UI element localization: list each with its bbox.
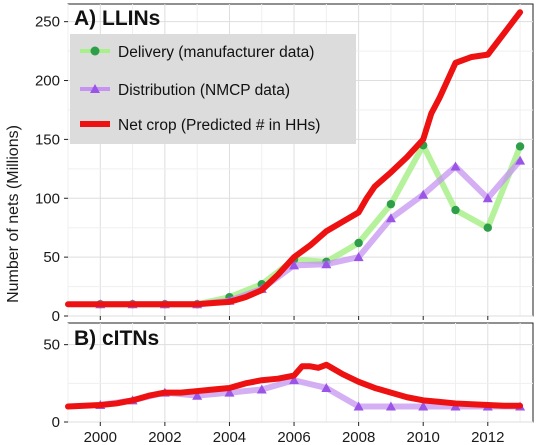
- panel-a-ytick-label: 200: [35, 73, 60, 90]
- legend-marker-distribution: [90, 84, 100, 93]
- panel-b-point-distribution: [289, 375, 300, 385]
- panel-b-series: [65, 361, 526, 411]
- panel-b-title: B) cITNs: [74, 327, 159, 350]
- panel-a-title: A) LLINs: [74, 7, 160, 30]
- panel-a-ticks: 0 50 100 150 200 250: [35, 14, 489, 325]
- panel-b-xtick-label: 2002: [148, 429, 181, 445]
- panel-b-point-distribution: [224, 387, 235, 397]
- legend-marker-delivery: [90, 46, 100, 56]
- panel-a-point-delivery: [483, 223, 492, 232]
- panel-b-point-distribution: [353, 401, 364, 411]
- panel-a-point-delivery: [515, 142, 525, 151]
- panel-a-point-distribution: [418, 189, 429, 199]
- legend: Delivery (manufacturer data) Distributio…: [70, 34, 356, 144]
- panel-b-point-distribution: [418, 401, 429, 411]
- panel-b-xtick-label: 2010: [407, 429, 440, 445]
- panel-a-point-distribution: [321, 259, 332, 269]
- panel-a: 0 50 100 150 200 250 A) LLINs Delivery (manuf…: [35, 3, 534, 325]
- panel-a-line-netcrop: [65, 9, 524, 308]
- panel-a-ytick-label: 0: [52, 308, 60, 325]
- panel-a-point-delivery: [354, 238, 363, 248]
- legend-label-distribution: Distribution (NMCP data): [118, 82, 290, 99]
- panel-a-point-distribution: [515, 155, 526, 165]
- panel-b-point-distribution: [385, 401, 396, 411]
- panel-b-xtick-label: 2012: [471, 429, 504, 445]
- legend-item-distribution: Distribution (NMCP data): [80, 82, 290, 99]
- legend-label-delivery: Delivery (manufacturer data): [118, 44, 314, 61]
- panel-a-ytick-label: 150: [35, 131, 60, 148]
- legend-background: [70, 34, 356, 144]
- panel-b-xtick-label: 2004: [213, 429, 246, 445]
- panel-b-xtick-label: 2000: [84, 429, 117, 445]
- panel-b-xtick-label: 2006: [277, 429, 310, 445]
- panel-b-ytick-label: 0: [52, 414, 60, 431]
- panel-b: 0 50 2000 2002 2004 2006 2008 2010 2012 B) cITNs: [43, 322, 534, 445]
- panel-b-point-distribution: [256, 384, 267, 394]
- panel-a-point-distribution: [450, 161, 461, 171]
- legend-item-delivery: Delivery (manufacturer data): [80, 44, 314, 61]
- y-axis-label: Number of nets (Millions): [5, 125, 22, 303]
- panel-b-line-netcrop: [65, 361, 524, 410]
- panel-b-xtick-label: 2008: [342, 429, 375, 445]
- panel-a-point-distribution: [482, 193, 493, 203]
- panel-b-point-distribution: [192, 390, 203, 400]
- panel-a-point-delivery: [451, 205, 460, 215]
- panel-b-ticks: 0 50 2000 2002 2004 2006 2008 2010 2012: [43, 337, 504, 445]
- legend-item-netcrop: Net crop (Predicted # in HHs): [80, 117, 320, 134]
- panel-b-ytick-label: 50: [43, 337, 60, 354]
- panel-b-point-distribution: [321, 382, 332, 392]
- panel-a-point-distribution: [385, 213, 396, 223]
- panel-a-series: [65, 9, 526, 309]
- panel-a-ytick-label: 250: [35, 14, 60, 31]
- panel-a-ytick-label: 100: [35, 190, 60, 207]
- panel-a-ytick-label: 50: [43, 249, 60, 266]
- legend-label-netcrop: Net crop (Predicted # in HHs): [118, 117, 320, 134]
- panel-a-point-distribution: [289, 260, 300, 270]
- panel-a-point-distribution: [353, 252, 364, 262]
- panel-a-point-delivery: [386, 199, 396, 209]
